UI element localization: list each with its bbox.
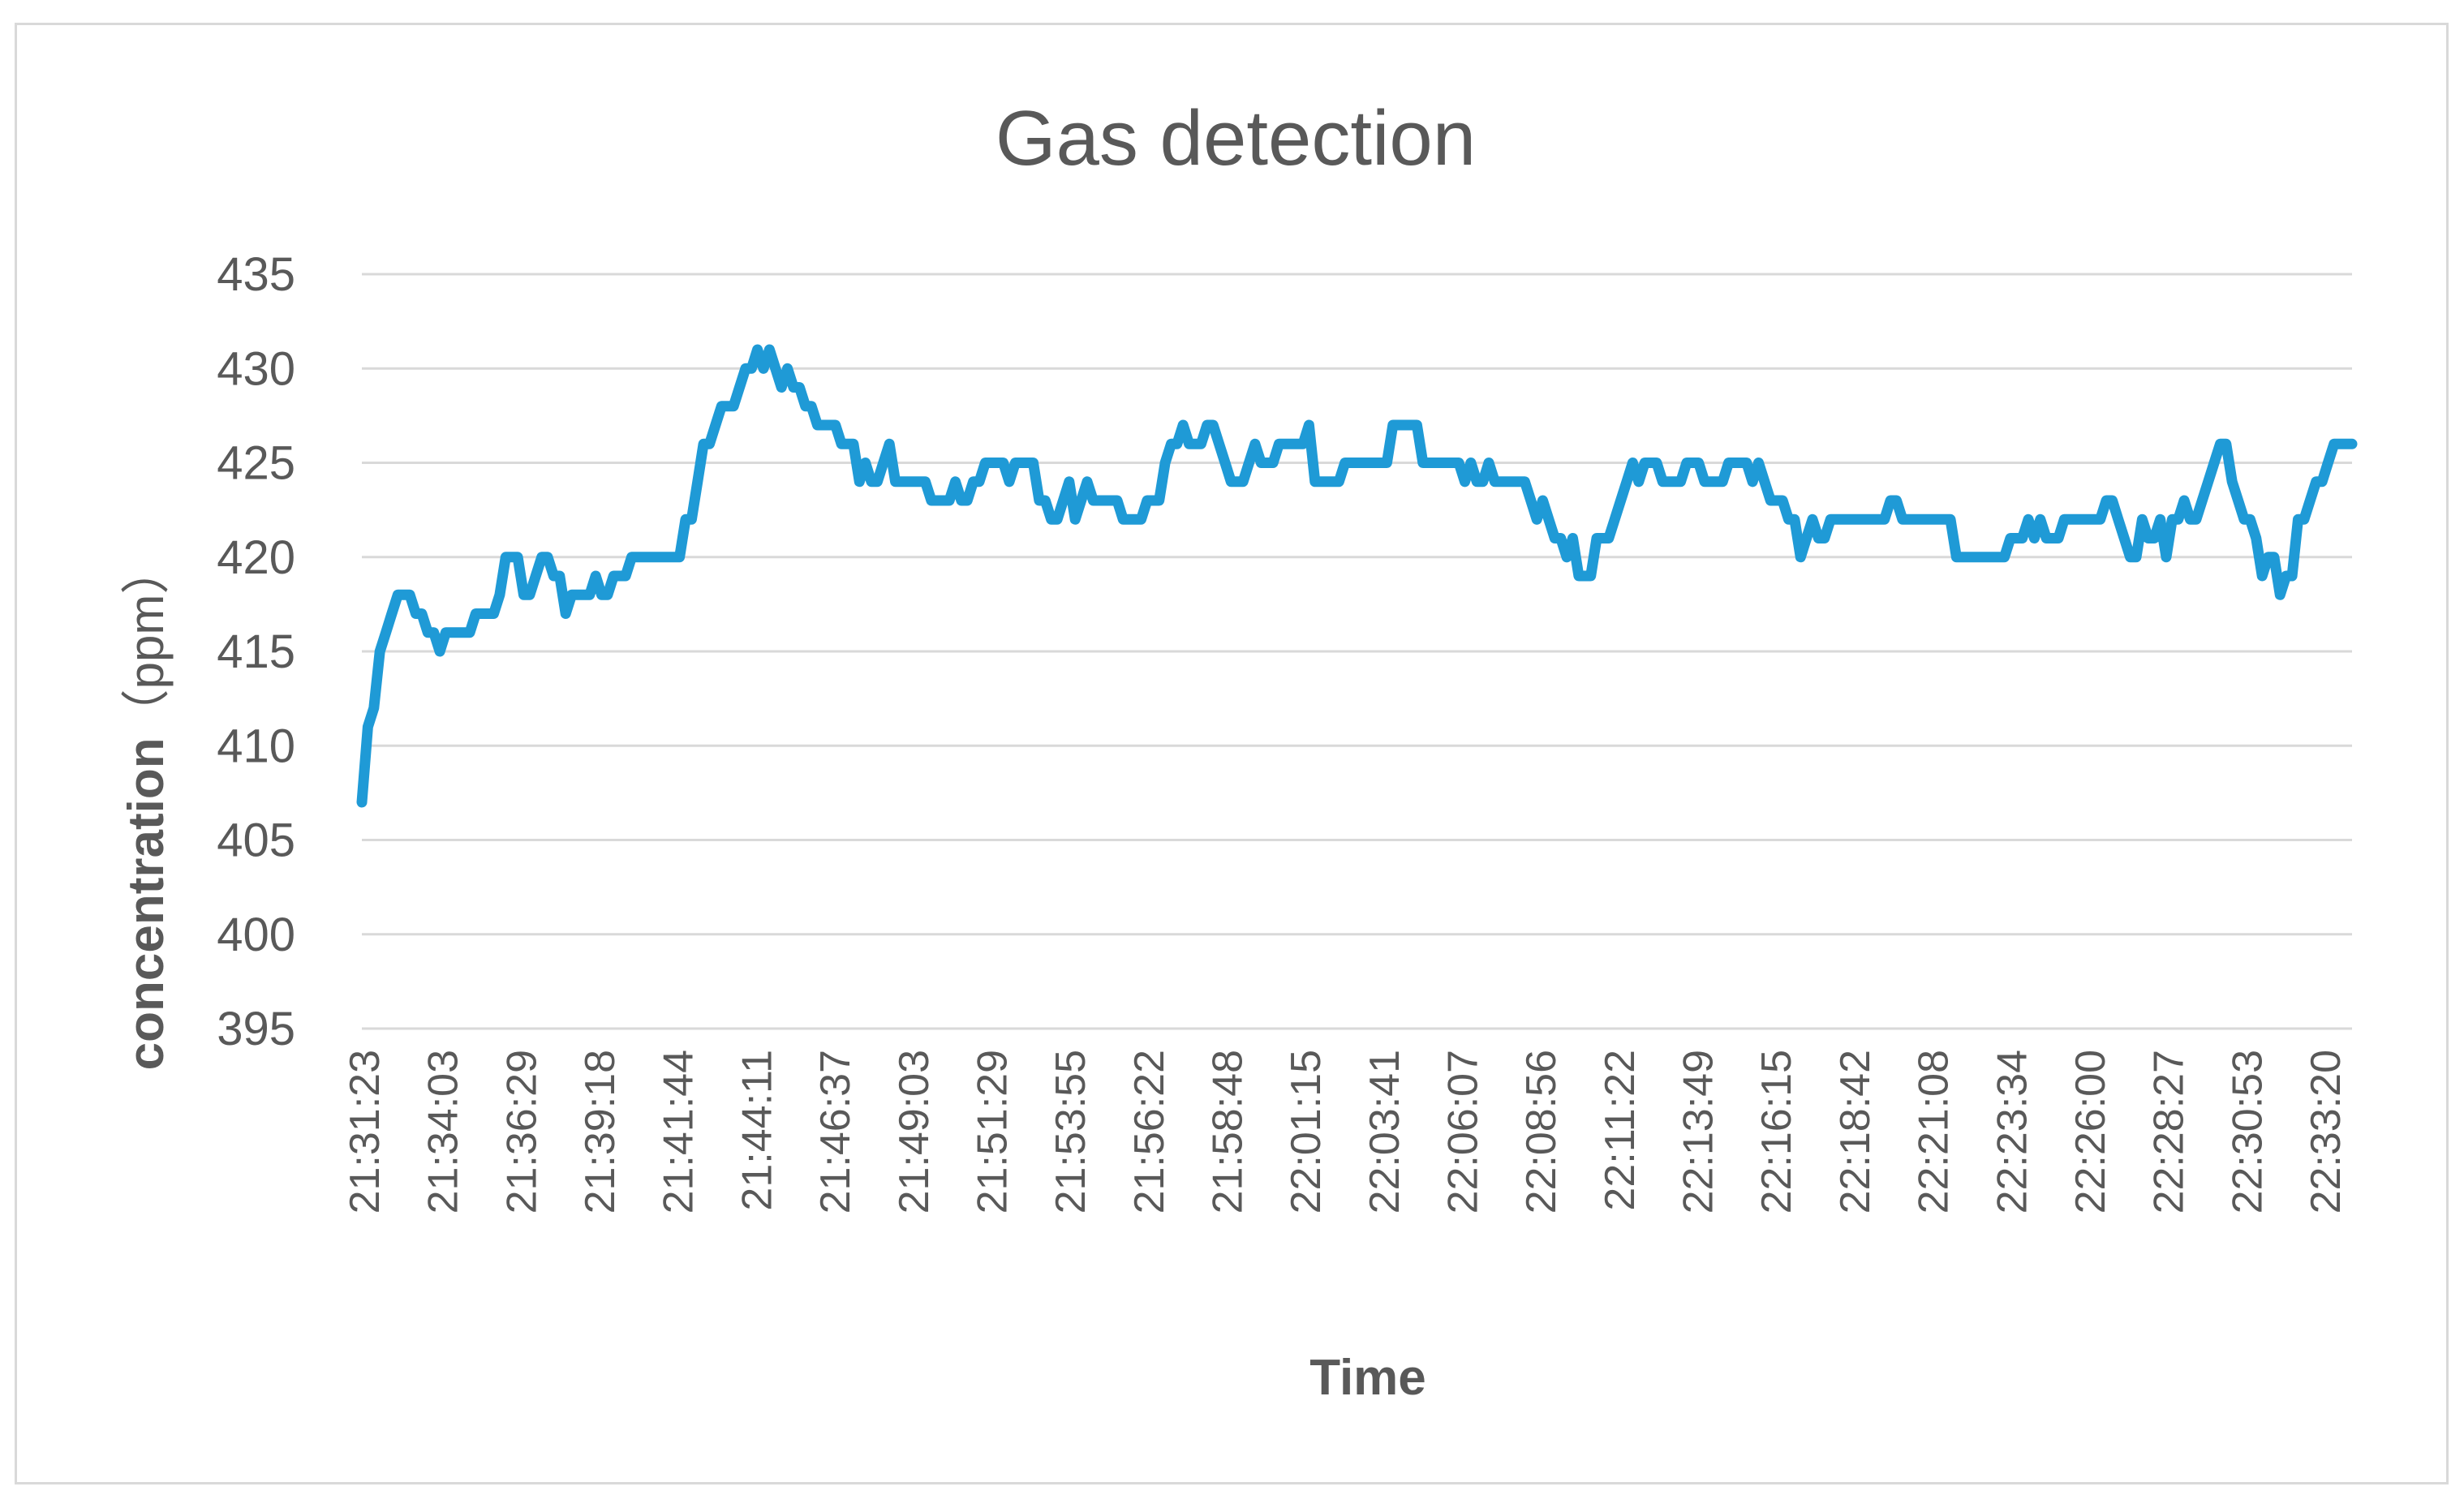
y-tick-label: 415 (217, 625, 295, 678)
x-tick-label: 22:21:08 (1911, 1050, 1958, 1214)
x-tick-label: 21:49:03 (891, 1050, 938, 1214)
x-tick-label: 21:46:37 (812, 1050, 859, 1214)
x-tick-label: 21:36:29 (498, 1050, 545, 1214)
y-tick-label: 400 (217, 909, 295, 961)
x-tick-label: 22:08:56 (1518, 1050, 1565, 1214)
x-tick-label: 21:44:11 (733, 1050, 780, 1211)
y-axis-label-group: concentration（ppm） (118, 546, 174, 1071)
series-layer (356, 344, 2358, 808)
y-axis-label: concentration（ppm） (118, 546, 174, 1071)
chart-title: Gas detection (995, 95, 1476, 182)
y-tick-label: 395 (217, 1003, 295, 1055)
x-tick-label: 22:16:15 (1753, 1050, 1800, 1214)
line-chart: Gas detection 395 400 405 410 415 420 425 430 43… (118, 95, 2358, 1406)
gridlines (362, 273, 2352, 1030)
x-tick-label: 22:01:15 (1283, 1050, 1330, 1214)
y-axis-ticks: 395 400 405 410 415 420 425 430 435 (217, 248, 295, 1055)
y-tick-label: 425 (217, 437, 295, 490)
x-tick-label: 22:23:34 (1989, 1050, 2036, 1214)
y-tick-label: 405 (217, 814, 295, 867)
x-tick-label: 21:53:55 (1047, 1050, 1094, 1214)
chart-frame: Gas detection 395 400 405 410 415 420 425 430 43… (15, 23, 2449, 1484)
x-tick-label: 21:39:18 (577, 1050, 624, 1214)
x-tick-label: 22:28:27 (2146, 1050, 2193, 1214)
x-tick-label: 22:18:42 (1832, 1050, 1879, 1214)
x-tick-label: 21:58:48 (1204, 1050, 1251, 1214)
x-tick-label: 22:30:53 (2224, 1050, 2271, 1214)
x-tick-label: 22:11:22 (1597, 1050, 1644, 1211)
y-tick-label: 430 (217, 342, 295, 395)
x-axis-ticks: 21:31:23 21:34:03 21:36:29 21:39:18 21:41:44… (342, 1050, 2350, 1214)
x-tick-label: 21:31:23 (342, 1050, 389, 1214)
x-tick-label: 21:41:44 (656, 1050, 703, 1214)
x-tick-label: 21:51:29 (969, 1050, 1016, 1214)
x-tick-label: 22:33:20 (2303, 1050, 2350, 1214)
y-axis-label-unit: （ppm） (119, 546, 174, 738)
y-axis-label-text: concentration (118, 737, 174, 1070)
y-tick-label: 410 (217, 720, 295, 772)
y-tick-label: 435 (217, 248, 295, 301)
y-tick-label: 420 (217, 531, 295, 584)
x-tick-label: 21:56:22 (1126, 1050, 1173, 1214)
x-tick-label: 22:03:41 (1361, 1050, 1408, 1214)
x-tick-label: 21:34:03 (420, 1050, 467, 1214)
x-tick-label: 22:13:49 (1675, 1050, 1722, 1214)
x-tick-label: 22:26:00 (2067, 1050, 2114, 1214)
x-tick-label: 22:06:07 (1440, 1050, 1487, 1214)
series-line (356, 344, 2358, 808)
x-axis-label: Time (1309, 1350, 1426, 1406)
